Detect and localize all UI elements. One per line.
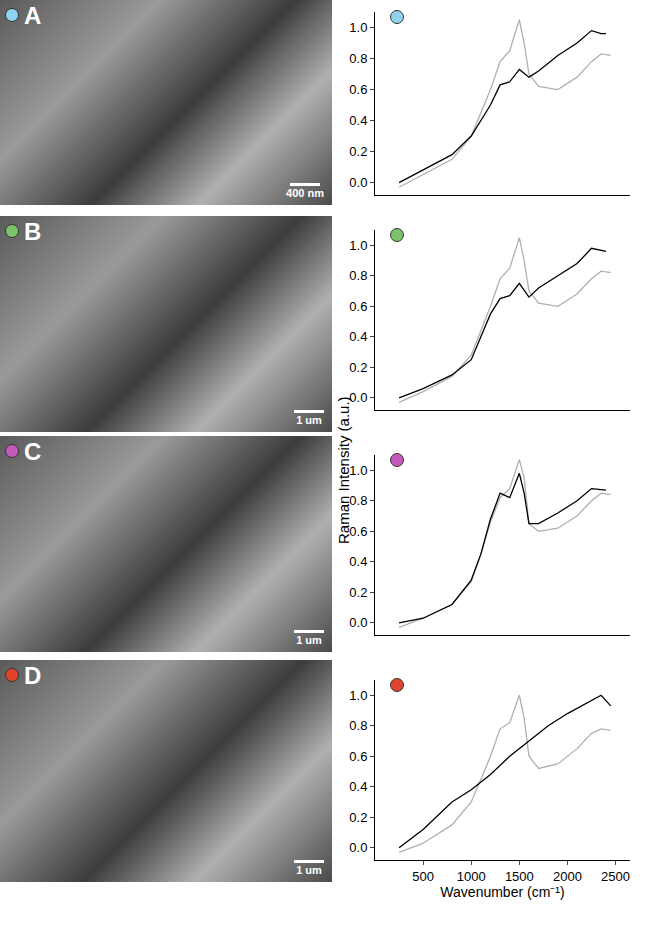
svg-text:0.2: 0.2 <box>349 585 367 600</box>
html-text:C: C <box>24 438 42 465</box>
svg-text:0.6: 0.6 <box>349 749 367 764</box>
svg-text:0.6: 0.6 <box>349 299 367 314</box>
svg-text:500: 500 <box>412 869 434 884</box>
svg-text:0.4: 0.4 <box>349 329 367 344</box>
svg-text:0.8: 0.8 <box>349 718 367 733</box>
svg-text:0.0: 0.0 <box>349 175 367 190</box>
svg-text:1000: 1000 <box>457 869 486 884</box>
svg-text:2000: 2000 <box>553 869 582 884</box>
html-text:B: B <box>24 218 42 245</box>
svg-text:0.8: 0.8 <box>349 493 367 508</box>
html-text:A: A <box>24 2 42 29</box>
svg-text:0.0: 0.0 <box>349 840 367 855</box>
svg-text:0.4: 0.4 <box>349 554 367 569</box>
svg-text:0.6: 0.6 <box>349 82 367 97</box>
svg-text:1.0: 1.0 <box>349 463 367 478</box>
svg-text:0.0: 0.0 <box>349 615 367 630</box>
svg-text:0.2: 0.2 <box>349 144 367 159</box>
svg-text:2500: 2500 <box>601 869 630 884</box>
html-text:1 um: 1 um <box>296 864 322 876</box>
svg-text:1.0: 1.0 <box>349 238 367 253</box>
html-text:400 nm: 400 nm <box>286 187 324 199</box>
svg-text:1500: 1500 <box>505 869 534 884</box>
svg-text:0.8: 0.8 <box>349 51 367 66</box>
svg-text:0.2: 0.2 <box>349 810 367 825</box>
html-text:1 um: 1 um <box>296 634 322 646</box>
html-text:1 um: 1 um <box>296 414 322 426</box>
svg-text:0.6: 0.6 <box>349 524 367 539</box>
svg-text:0.4: 0.4 <box>349 779 367 794</box>
svg-text:1.0: 1.0 <box>349 20 367 35</box>
svg-text:Wavenumber (cm⁻¹): Wavenumber (cm⁻¹) <box>440 884 564 900</box>
html-text:D: D <box>24 662 42 689</box>
svg-text:0.4: 0.4 <box>349 113 367 128</box>
svg-text:0.8: 0.8 <box>349 268 367 283</box>
svg-text:Raman Intensity (a.u.): Raman Intensity (a.u.) <box>335 396 352 544</box>
svg-text:0.0: 0.0 <box>349 390 367 405</box>
svg-text:1.0: 1.0 <box>349 688 367 703</box>
svg-text:0.2: 0.2 <box>349 360 367 375</box>
